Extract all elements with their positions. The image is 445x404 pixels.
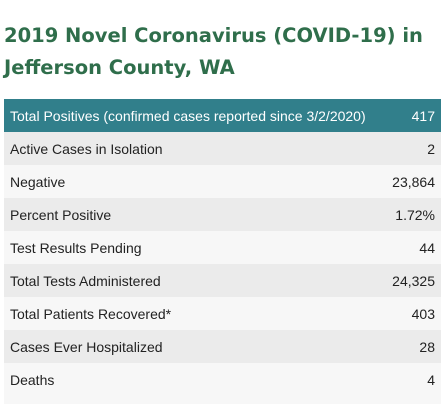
- row-value: 2: [384, 132, 441, 165]
- page-title-line-1: 2019 Novel Coronavirus (COVID-19) in: [4, 24, 423, 47]
- table-row-active-cases: Active Cases in Isolation 2: [4, 132, 441, 165]
- table-next-row-edge: [4, 396, 441, 404]
- table-row-total-positives: Total Positives (confirmed cases reporte…: [4, 99, 441, 132]
- row-label: Active Cases in Isolation: [4, 132, 385, 165]
- row-label: Test Results Pending: [4, 231, 385, 264]
- page-title: 2019 Novel Coronavirus (COVID-19) in Jeff…: [4, 20, 440, 84]
- table-row-ever-hospitalized: Cases Ever Hospitalized 28: [4, 330, 441, 363]
- table-row-negative: Negative 23,864: [4, 165, 441, 198]
- row-label: Total Tests Administered: [4, 264, 385, 297]
- table-row-tests-administered: Total Tests Administered 24,325: [4, 264, 441, 297]
- row-label: Cases Ever Hospitalized: [4, 330, 385, 363]
- row-value: 417: [384, 99, 441, 132]
- table-row-results-pending: Test Results Pending 44: [4, 231, 441, 264]
- row-value: 24,325: [384, 264, 441, 297]
- table-row-deaths: Deaths 4: [4, 363, 441, 396]
- row-value: 44: [384, 231, 441, 264]
- table-row-percent-positive: Percent Positive 1.72%: [4, 198, 441, 231]
- table-row-patients-recovered: Total Patients Recovered* 403: [4, 297, 441, 330]
- page-title-line-2: Jefferson County, WA: [4, 56, 235, 79]
- row-label: Total Positives (confirmed cases reporte…: [4, 99, 385, 132]
- row-label: Percent Positive: [4, 198, 385, 231]
- covid-stats-table: Total Positives (confirmed cases reporte…: [4, 99, 441, 396]
- row-label: Deaths: [4, 363, 385, 396]
- row-value: 1.72%: [384, 198, 441, 231]
- row-value: 23,864: [384, 165, 441, 198]
- row-value: 28: [384, 330, 441, 363]
- row-value: 403: [384, 297, 441, 330]
- row-label: Total Patients Recovered*: [4, 297, 385, 330]
- row-value: 4: [384, 363, 441, 396]
- row-label: Negative: [4, 165, 385, 198]
